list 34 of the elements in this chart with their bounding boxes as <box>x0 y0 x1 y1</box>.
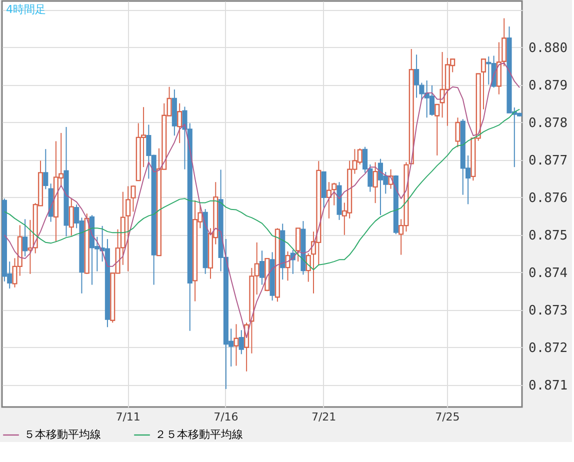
y-tick-label: 0.877 <box>528 153 568 168</box>
candlestick <box>238 330 244 355</box>
candlestick <box>259 250 265 286</box>
legend-label: ２５本移動平均線 <box>155 428 243 441</box>
y-tick-label: 0.880 <box>528 40 568 56</box>
candlestick <box>43 148 48 190</box>
chart-title: 4時間足 <box>6 3 46 16</box>
candlestick <box>177 102 182 144</box>
candlestick <box>234 324 239 366</box>
line-series <box>4 108 520 270</box>
candlestick <box>22 218 28 257</box>
candlestick <box>455 117 460 148</box>
candlestick <box>130 184 136 212</box>
x-tick-label: 7/25 <box>435 410 460 424</box>
x-tick-label: 7/21 <box>311 410 336 424</box>
x-tick-label: 7/11 <box>116 410 140 424</box>
legend-label: ５本移動平均線 <box>24 428 101 441</box>
y-tick-label: 0.873 <box>528 303 568 318</box>
candlestick <box>306 252 311 282</box>
candlestick <box>434 104 440 156</box>
candlestick <box>296 228 301 262</box>
y-tick-label: 0.872 <box>528 340 568 356</box>
y-tick-label: 0.879 <box>528 78 568 94</box>
y-tick-label: 0.874 <box>528 266 568 281</box>
candlestick <box>126 186 131 272</box>
y-tick-label: 0.878 <box>528 116 568 131</box>
y-tick-label: 0.871 <box>528 378 568 394</box>
candlestick <box>68 198 74 236</box>
x-tick-label: 7/16 <box>214 410 238 424</box>
candlestick <box>285 250 290 282</box>
y-tick-label: 0.876 <box>528 190 568 206</box>
candlestick <box>480 58 486 110</box>
candlestick <box>372 162 378 204</box>
y-tick-label: 0.875 <box>528 228 568 244</box>
